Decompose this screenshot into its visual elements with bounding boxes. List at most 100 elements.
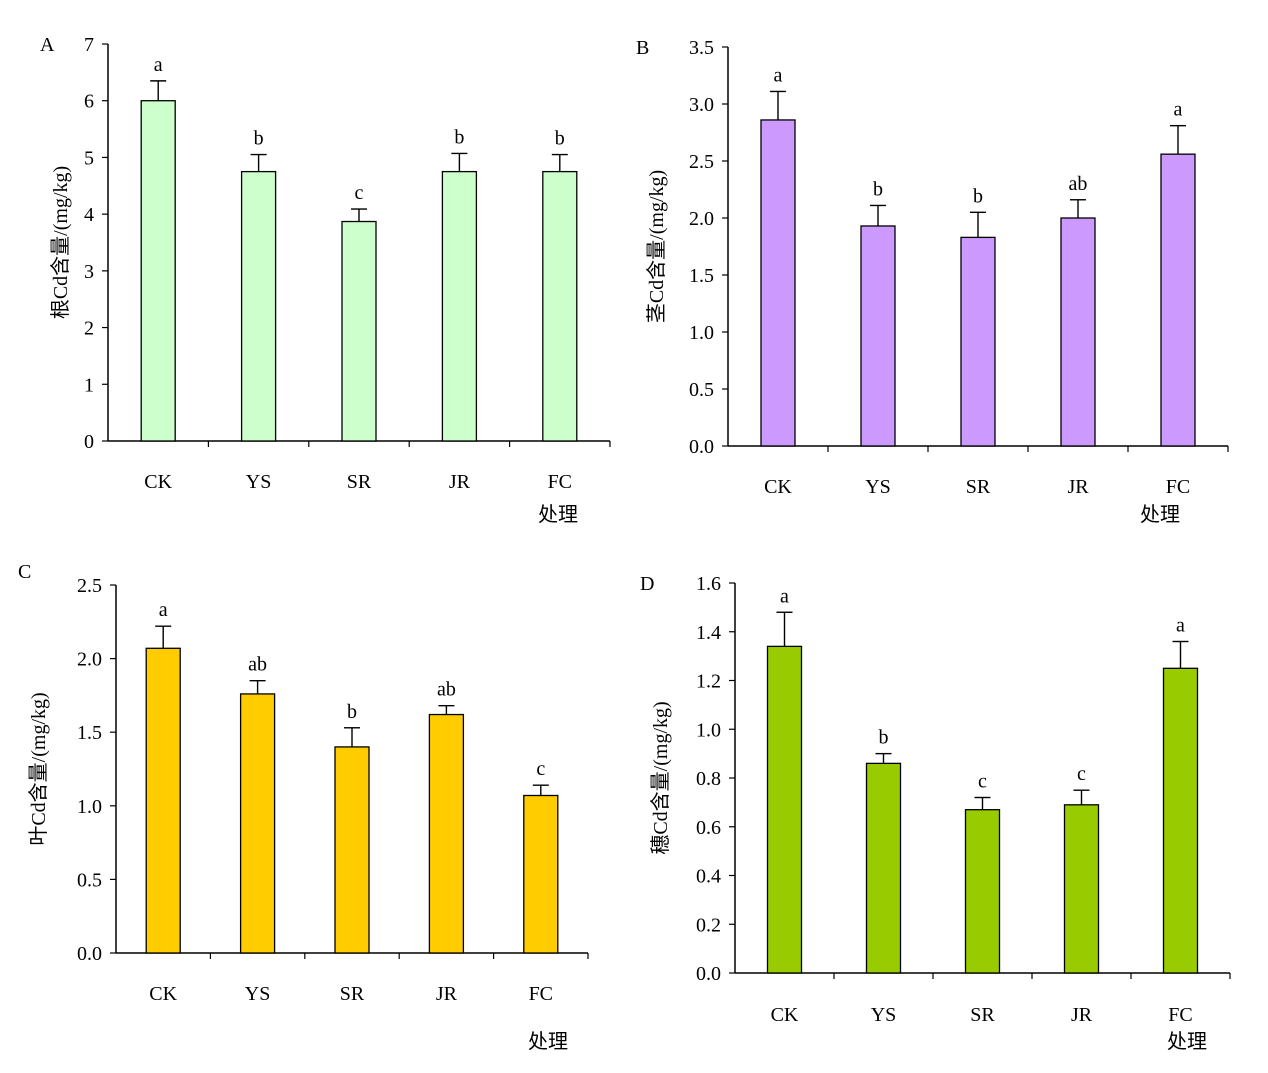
y-tick-label: 0 xyxy=(84,431,94,453)
y-axis-label: 穗Cd含量/(mg/kg) xyxy=(649,701,672,854)
x-tick-label: CK xyxy=(144,471,172,493)
x-tick-label: FC xyxy=(529,983,553,1005)
significance-label: a xyxy=(780,585,789,607)
significance-label: b xyxy=(347,701,357,723)
y-tick-label: 3.5 xyxy=(689,37,714,59)
significance-label: c xyxy=(355,182,364,204)
x-tick-label: JR xyxy=(436,983,458,1005)
y-tick-label: 3 xyxy=(84,261,94,283)
bar-ys xyxy=(865,762,902,974)
x-axis-label: 处理 xyxy=(1167,1030,1207,1053)
significance-label: b xyxy=(454,126,464,148)
bar-sr xyxy=(341,220,377,442)
bar-fc xyxy=(1162,667,1199,974)
y-tick-label: 4 xyxy=(84,204,94,226)
bar-jr xyxy=(428,713,465,954)
x-axis-label: 处理 xyxy=(528,1030,568,1053)
bar-fc xyxy=(523,794,559,954)
y-tick-label: 0.0 xyxy=(696,963,721,985)
y-tick-label: 0.4 xyxy=(696,866,721,888)
y-tick-label: 1.5 xyxy=(77,722,102,744)
bar-ck xyxy=(145,647,181,954)
y-axis-label: 叶Cd含量/(mg/kg) xyxy=(27,692,50,845)
bar-sr xyxy=(964,809,1001,974)
y-tick-label: 0.8 xyxy=(696,768,721,790)
y-tick-label: 2.0 xyxy=(77,649,102,671)
significance-label: a xyxy=(1176,615,1185,637)
x-tick-label: YS xyxy=(246,471,272,493)
bar-jr xyxy=(1063,804,1100,974)
y-tick-label: 2.5 xyxy=(689,151,714,173)
x-tick-label: SR xyxy=(340,983,365,1005)
significance-label: b xyxy=(879,727,889,749)
significance-label: a xyxy=(154,54,163,76)
y-axis-label: 根Cd含量/(mg/kg) xyxy=(49,166,72,319)
significance-label: b xyxy=(873,178,883,200)
bar-ys xyxy=(860,225,896,447)
bar-ck xyxy=(766,645,803,974)
y-tick-label: 0.2 xyxy=(696,914,721,936)
bar-sr xyxy=(334,746,370,954)
significance-label: a xyxy=(1174,99,1183,121)
y-tick-label: 1.0 xyxy=(689,322,714,344)
significance-label: ab xyxy=(1069,173,1088,195)
bar-fc xyxy=(1160,153,1196,447)
x-tick-label: FC xyxy=(1166,476,1190,498)
panel-label: D xyxy=(640,573,654,595)
x-tick-label: FC xyxy=(548,471,572,493)
y-tick-label: 2.5 xyxy=(77,575,102,597)
y-tick-label: 1.2 xyxy=(696,671,721,693)
x-tick-label: JR xyxy=(1067,476,1089,498)
y-tick-label: 0.5 xyxy=(77,869,102,891)
y-axis-label: 茎Cd含量/(mg/kg) xyxy=(645,170,668,323)
y-tick-label: 1.5 xyxy=(689,265,714,287)
x-tick-label: CK xyxy=(771,1004,799,1026)
y-tick-label: 1.4 xyxy=(696,622,721,644)
y-tick-label: 1.0 xyxy=(696,719,721,741)
y-tick-label: 0.0 xyxy=(77,943,102,965)
x-axis-label: 处理 xyxy=(1140,503,1180,526)
y-tick-label: 5 xyxy=(84,147,94,169)
chart-panel-b: 0.0 0.5 1.0 1.5 2.0 2.5 3.0 3.5 a CK b YS b SR ab JR a FC… xyxy=(636,37,1229,526)
y-tick-label: 0.6 xyxy=(696,817,721,839)
x-tick-label: JR xyxy=(1071,1004,1093,1026)
y-tick-label: 2 xyxy=(84,318,94,340)
chart-panel-c: 0.0 0.5 1.0 1.5 2.0 2.5 a CK ab YS b SR ab JR c FC C 叶Cd含… xyxy=(18,561,589,1053)
y-tick-label: 7 xyxy=(84,34,94,56)
significance-label: c xyxy=(536,758,545,780)
x-tick-label: CK xyxy=(149,983,177,1005)
y-tick-label: 6 xyxy=(84,91,94,113)
bar-jr xyxy=(441,170,478,442)
bar-sr xyxy=(960,236,996,447)
x-tick-label: CK xyxy=(764,476,792,498)
significance-label: a xyxy=(774,64,783,86)
panel-label: A xyxy=(40,34,55,56)
x-tick-label: YS xyxy=(865,476,891,498)
significance-label: ab xyxy=(437,679,456,701)
x-tick-label: SR xyxy=(970,1004,995,1026)
bar-ys xyxy=(239,693,276,954)
y-tick-label: 3.0 xyxy=(689,94,714,116)
significance-label: a xyxy=(159,599,168,621)
bar-ys xyxy=(240,170,277,442)
x-tick-label: YS xyxy=(871,1004,897,1026)
x-axis-label: 处理 xyxy=(538,503,578,526)
x-tick-label: SR xyxy=(966,476,991,498)
bar-ck xyxy=(760,119,796,447)
chart-panel-d: 0.0 0.2 0.4 0.6 0.8 1.0 1.2 1.4 1.6 a CK b YS c SR c JR a… xyxy=(640,573,1231,1053)
bar-ck xyxy=(140,100,176,442)
y-tick-label: 2.0 xyxy=(689,208,714,230)
y-tick-label: 1.6 xyxy=(696,573,721,595)
x-tick-label: YS xyxy=(245,983,271,1005)
y-tick-label: 0.5 xyxy=(689,379,714,401)
bar-fc xyxy=(542,170,578,442)
y-tick-label: 1.0 xyxy=(77,796,102,818)
chart-panel-a: 0 1 2 3 4 5 6 7 a CK b YS c SR b JR b FC A 根Cd含量/(mg/kg) 处理 xyxy=(40,34,611,526)
x-tick-label: FC xyxy=(1168,1004,1192,1026)
y-tick-label: 0.0 xyxy=(689,436,714,458)
significance-label: b xyxy=(555,128,565,150)
y-tick-label: 1 xyxy=(84,374,94,396)
panel-label: C xyxy=(18,561,31,583)
